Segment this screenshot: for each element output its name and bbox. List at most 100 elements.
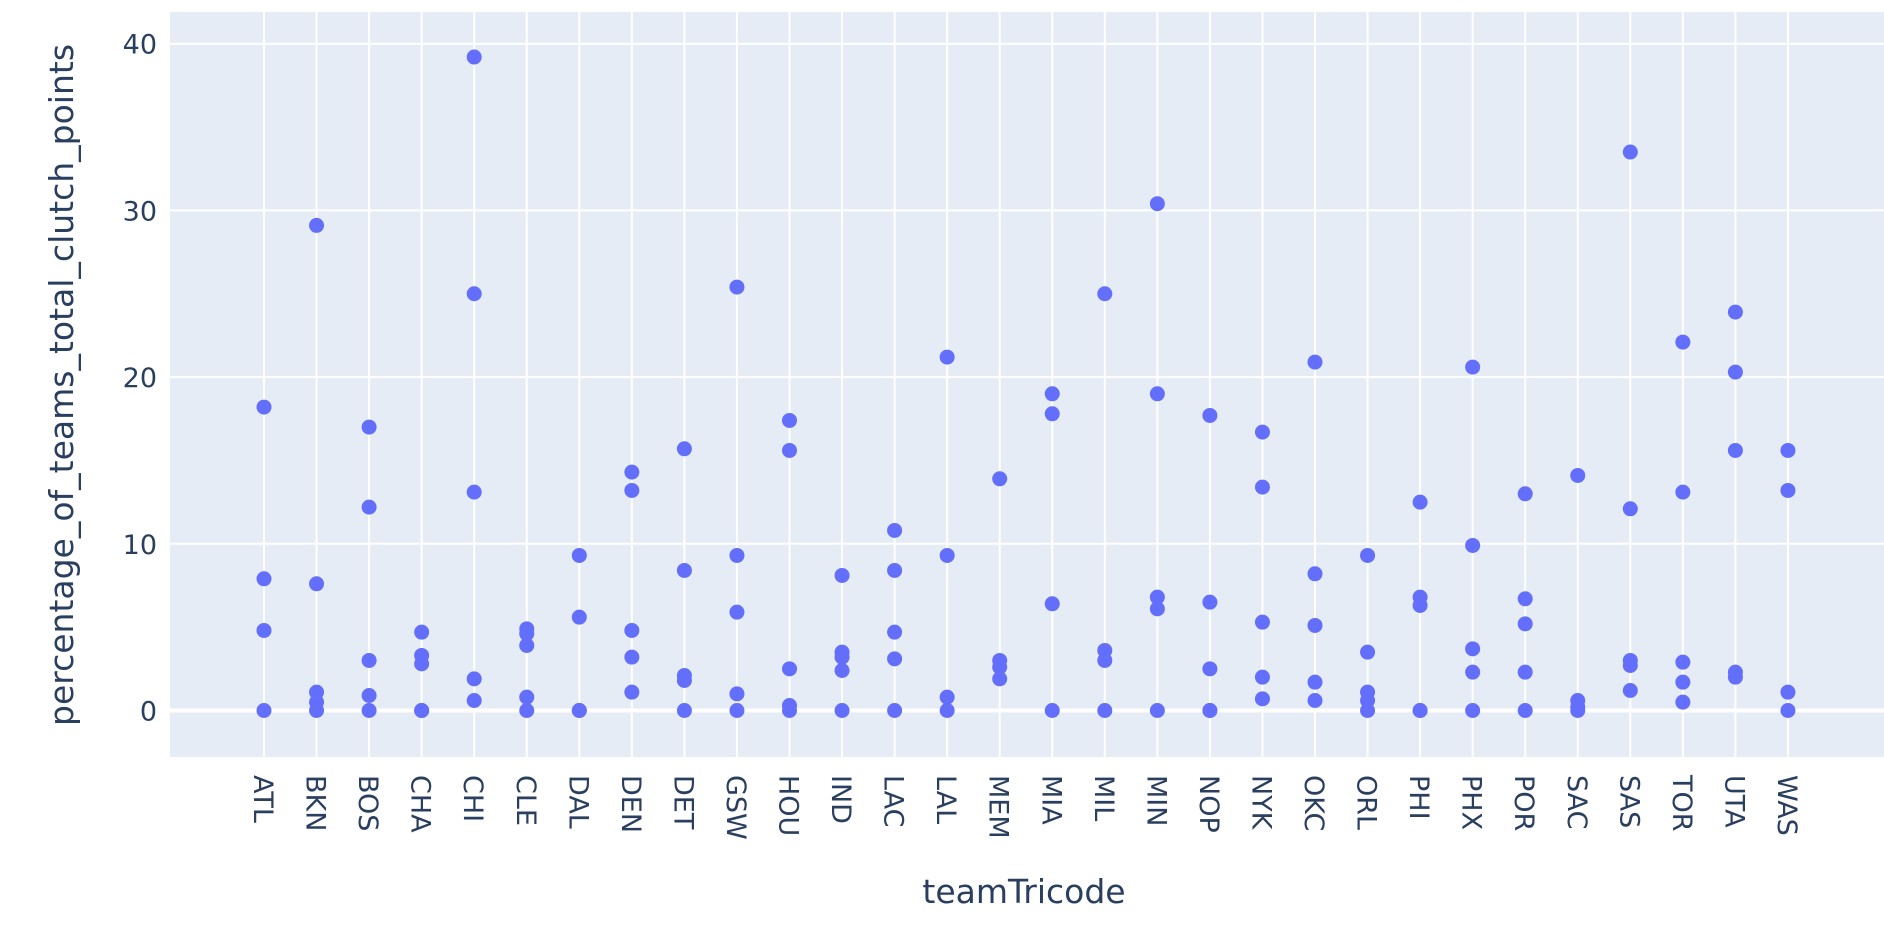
data-point (1622, 682, 1638, 698)
x-tick-label: ORL (1351, 775, 1382, 830)
data-point (782, 412, 797, 428)
x-tick-label: HOU (773, 775, 804, 836)
x-tick-label: DET (667, 775, 698, 830)
x-tick-label: BOS (352, 775, 383, 831)
data-point (939, 547, 955, 563)
data-point (1570, 703, 1586, 718)
data-point (887, 624, 903, 640)
data-point (256, 571, 272, 587)
data-point (624, 482, 640, 498)
data-point (519, 637, 535, 653)
data-point (887, 562, 903, 578)
data-point (1412, 494, 1428, 510)
x-tick-label: GSW (720, 775, 751, 840)
data-point (571, 547, 587, 563)
grid-lines (170, 12, 1884, 757)
x-tick-label: NOP (1193, 775, 1224, 833)
data-point (1149, 196, 1165, 212)
data-point (361, 419, 377, 435)
data-point (676, 672, 692, 688)
plot-area (170, 12, 1884, 757)
data-point (1149, 589, 1165, 605)
x-tick-label: IND (825, 775, 856, 824)
data-point (361, 687, 377, 703)
data-point (939, 349, 955, 365)
data-point (309, 703, 325, 718)
data-point (1622, 144, 1638, 160)
data-point (939, 703, 955, 718)
x-tick-label: CHI (457, 775, 488, 822)
data-point (887, 651, 903, 667)
x-tick-label: NYK (1245, 775, 1276, 831)
data-point (1044, 703, 1060, 718)
data-point (1360, 644, 1376, 660)
data-point (1412, 597, 1428, 613)
data-point (1097, 703, 1113, 718)
data-point (782, 703, 797, 718)
x-tick-label: DAL (562, 775, 593, 829)
data-point (1517, 591, 1533, 607)
y-axis-title: percentage_of_teams_total_clutch_points (42, 44, 81, 726)
data-point (834, 649, 850, 665)
data-point (256, 703, 272, 718)
data-point (1202, 703, 1218, 718)
data-point (1465, 664, 1481, 680)
data-point (571, 703, 587, 718)
y-tick-label: 40 (123, 30, 157, 61)
data-point (1465, 537, 1481, 553)
data-point (1517, 664, 1533, 680)
data-point (1780, 684, 1796, 700)
data-point (782, 661, 797, 677)
data-point (1465, 703, 1481, 718)
data-point (992, 671, 1008, 687)
x-tick-label: MIA (1035, 775, 1066, 825)
data-point (992, 471, 1008, 487)
data-point (1622, 657, 1638, 673)
y-tick-label: 10 (123, 530, 157, 561)
data-point (1097, 652, 1113, 668)
data-point (992, 659, 1008, 675)
data-point (1202, 594, 1218, 610)
data-point (1202, 407, 1218, 423)
data-point (1570, 467, 1586, 483)
y-tick-label: 0 (140, 697, 157, 728)
x-tick-label: PHI (1403, 775, 1434, 820)
y-tick-label: 30 (123, 196, 157, 227)
data-point (1044, 386, 1060, 402)
x-tick-label: MIN (1140, 775, 1171, 826)
x-tick-label: POR (1508, 775, 1539, 831)
data-point (1727, 304, 1743, 320)
data-point (1149, 703, 1165, 718)
data-point (361, 652, 377, 668)
data-point (1517, 703, 1533, 718)
data-point (1254, 691, 1270, 707)
data-point (1202, 661, 1218, 677)
data-point (729, 703, 745, 718)
x-tick-label: TOR (1666, 774, 1697, 832)
data-point (256, 399, 272, 415)
data-point (1465, 641, 1481, 657)
data-point (1097, 286, 1113, 302)
data-point (676, 562, 692, 578)
data-point (1149, 386, 1165, 402)
data-point (939, 689, 955, 705)
data-point (1307, 692, 1323, 708)
data-point (1360, 703, 1376, 718)
data-point (466, 49, 482, 65)
data-point (1254, 669, 1270, 685)
data-point (1675, 654, 1691, 670)
data-point (887, 522, 903, 538)
data-point (1254, 479, 1270, 495)
data-point (466, 671, 482, 687)
x-tick-label: LAL (930, 775, 961, 824)
data-point (414, 624, 430, 640)
data-point (519, 703, 535, 718)
data-point (1727, 669, 1743, 685)
x-tick-label: UTA (1718, 775, 1749, 828)
x-tick-label: CLE (510, 775, 541, 826)
data-point (414, 703, 430, 718)
data-point (309, 576, 325, 592)
data-point (1412, 703, 1428, 718)
data-point (834, 662, 850, 678)
